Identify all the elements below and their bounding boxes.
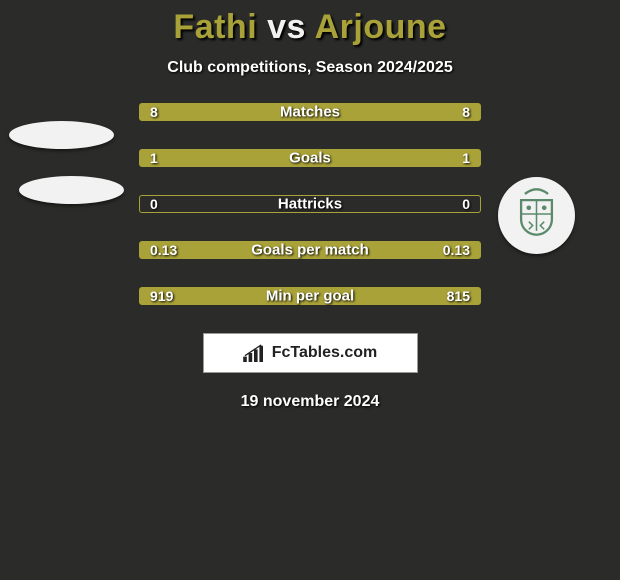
stat-row: 8 8 Matches [0, 103, 620, 121]
stat-label: Min per goal [266, 288, 354, 305]
chart-icon [243, 344, 265, 362]
stat-value-left: 1 [150, 150, 158, 166]
stat-bar: 0.13 0.13 Goals per match [139, 241, 481, 259]
crest-icon [498, 177, 575, 254]
brand-link[interactable]: FcTables.com [203, 333, 418, 373]
stat-row: 919 815 Min per goal [0, 287, 620, 305]
stat-value-left: 0 [150, 196, 158, 212]
stat-value-right: 8 [462, 104, 470, 120]
stat-row: 1 1 Goals [0, 149, 620, 167]
comparison-card: Fathi vs Arjoune Club competitions, Seas… [0, 0, 620, 411]
snapshot-date: 19 november 2024 [0, 393, 620, 411]
stat-value-right: 815 [447, 288, 470, 304]
stat-label: Matches [280, 104, 340, 121]
player1-silhouette [19, 176, 124, 204]
page-title: Fathi vs Arjoune [0, 8, 620, 47]
stat-value-right: 0 [462, 196, 470, 212]
stat-bar: 1 1 Goals [139, 149, 481, 167]
player2-club-crest [498, 177, 575, 254]
player1-avatar [9, 121, 114, 149]
subtitle: Club competitions, Season 2024/2025 [0, 59, 620, 77]
stat-value-left: 8 [150, 104, 158, 120]
bar-fill-right [310, 150, 480, 166]
stat-bar: 0 0 Hattricks [139, 195, 481, 213]
brand-text: FcTables.com [272, 344, 378, 362]
stat-label: Goals [289, 150, 331, 167]
stat-value-left: 919 [150, 288, 173, 304]
bar-fill-left [140, 150, 310, 166]
stat-label: Hattricks [278, 196, 342, 213]
stat-value-left: 0.13 [150, 242, 177, 258]
stat-label: Goals per match [251, 242, 369, 259]
vs-text: vs [267, 8, 306, 46]
stat-bar: 8 8 Matches [139, 103, 481, 121]
player2-name: Arjoune [315, 8, 447, 46]
stat-bar: 919 815 Min per goal [139, 287, 481, 305]
stat-value-right: 0.13 [443, 242, 470, 258]
player1-name: Fathi [173, 8, 257, 46]
stat-value-right: 1 [462, 150, 470, 166]
